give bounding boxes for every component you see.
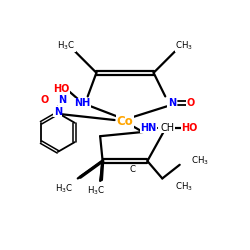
Text: CH$_3$: CH$_3$ [175,181,193,194]
Text: NH: NH [74,98,90,108]
Text: HO: HO [182,123,198,133]
Text: N: N [58,95,66,105]
Text: O: O [41,95,49,105]
Text: O: O [186,98,194,108]
Text: C: C [130,165,136,174]
Text: N: N [54,107,62,117]
Text: HO: HO [54,84,70,94]
Text: CH$_3$: CH$_3$ [175,39,193,52]
Text: Co: Co [117,115,134,128]
Text: H$_3$C: H$_3$C [58,39,76,52]
Text: HN: HN [140,123,157,133]
Text: H$_3$C: H$_3$C [87,185,106,197]
Text: CH$_3$: CH$_3$ [191,155,209,167]
Text: H$_3$C: H$_3$C [55,182,73,195]
Text: N: N [168,98,176,108]
Text: CH: CH [160,123,174,133]
